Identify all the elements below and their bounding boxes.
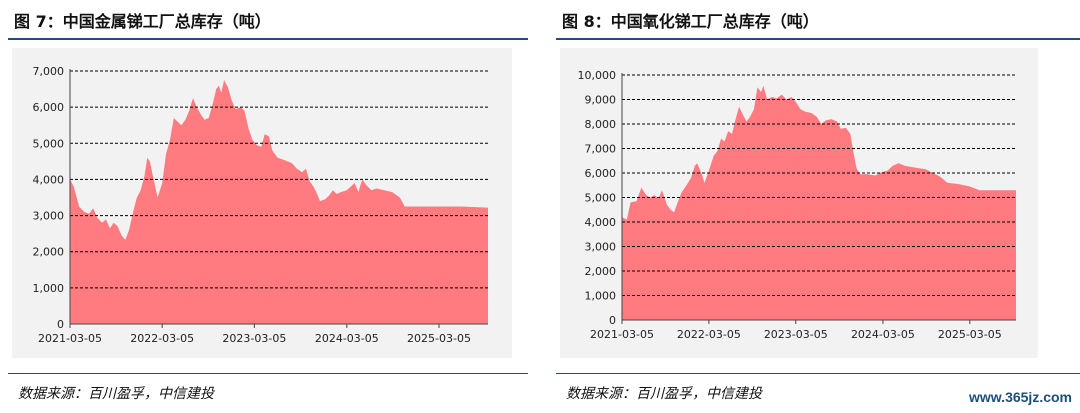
watermark: www.365jz.com (969, 389, 1072, 405)
inventory-area-series (70, 80, 488, 324)
y-tick-label: 6,000 (33, 101, 65, 114)
x-tick-label: 2021-03-05 (590, 328, 654, 341)
y-tick-label: 2,000 (585, 265, 617, 278)
title-rule (8, 38, 528, 40)
y-tick-label: 10,000 (578, 69, 617, 82)
x-tick-label: 2022-03-05 (130, 332, 194, 345)
x-tick-label: 2023-03-05 (222, 332, 286, 345)
x-tick-label: 2025-03-05 (938, 328, 1002, 341)
y-tick-label: 7,000 (585, 143, 617, 156)
y-tick-label: 1,000 (33, 282, 65, 295)
x-tick-label: 2024-03-05 (851, 328, 915, 341)
y-tick-label: 3,000 (585, 241, 617, 254)
figure-7-panel: 图 7：中国金属锑工厂总库存（吨） 0 1,000 2,000 3,000 4,000 5… (0, 0, 528, 413)
figure-8-svg: 0 1,000 2,000 3,000 4,000 5,000 6,000 7,000 8,00… (578, 69, 1016, 341)
figure-8-chart: 0 1,000 2,000 3,000 4,000 5,000 6,000 7,000 8,00… (560, 48, 1038, 358)
x-tick-label: 2025-03-05 (407, 332, 471, 345)
source-rule (8, 373, 528, 374)
x-tick-label: 2021-03-05 (38, 332, 102, 345)
figure-7-title: 图 7：中国金属锑工厂总库存（吨） (14, 12, 271, 31)
y-tick-label: 5,000 (585, 192, 617, 205)
figure-7-svg: 0 1,000 2,000 3,000 4,000 5,000 6,000 7,000 2021… (33, 65, 488, 345)
figure-8-panel: 图 8：中国氧化锑工厂总库存（吨） 0 1,000 2,000 3,000 4,000 5… (548, 0, 1080, 413)
figure-7-chart: 0 1,000 2,000 3,000 4,000 5,000 6,000 7,000 2021… (12, 48, 512, 358)
title-rule (556, 38, 1080, 40)
source-rule (556, 373, 1080, 374)
y-tick-label: 0 (609, 314, 616, 327)
y-tick-label: 4,000 (33, 173, 65, 186)
x-tick-label: 2024-03-05 (315, 332, 379, 345)
y-tick-label: 3,000 (33, 210, 65, 223)
y-tick-label: 6,000 (585, 167, 617, 180)
y-tick-label: 9,000 (585, 94, 617, 107)
x-tick-label: 2023-03-05 (764, 328, 828, 341)
y-tick-label: 4,000 (585, 216, 617, 229)
y-tick-label: 7,000 (33, 65, 65, 78)
figure-8-source: 数据来源：百川盈孚，中信建投 (566, 386, 762, 402)
y-tick-label: 1,000 (585, 290, 617, 303)
x-tick-label: 2022-03-05 (677, 328, 741, 341)
y-tick-label: 8,000 (585, 118, 617, 131)
inventory-area-series (622, 86, 1016, 320)
figure-7-source: 数据来源：百川盈孚，中信建投 (18, 386, 214, 402)
y-tick-label: 5,000 (33, 137, 65, 150)
y-tick-label: 2,000 (33, 246, 65, 259)
y-tick-label: 0 (57, 318, 64, 331)
figure-8-title: 图 8：中国氧化锑工厂总库存（吨） (562, 12, 819, 31)
